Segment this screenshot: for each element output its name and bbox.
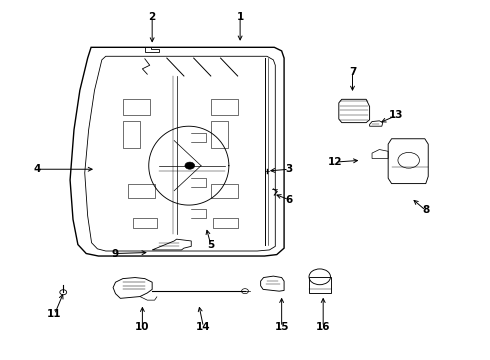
- Text: 5: 5: [207, 239, 215, 249]
- Bar: [211, 99, 238, 116]
- Text: 10: 10: [135, 322, 149, 332]
- Text: 8: 8: [422, 206, 429, 216]
- Bar: [123, 121, 140, 148]
- Bar: [123, 99, 150, 116]
- Text: 11: 11: [47, 310, 62, 319]
- Text: 3: 3: [285, 164, 293, 174]
- Bar: [211, 121, 228, 148]
- Circle shape: [185, 162, 195, 169]
- Bar: [128, 184, 155, 198]
- Text: 6: 6: [285, 195, 293, 205]
- Bar: [211, 184, 238, 198]
- Text: 12: 12: [328, 157, 343, 167]
- Text: 14: 14: [196, 322, 211, 332]
- Text: 16: 16: [316, 322, 330, 332]
- Text: 4: 4: [34, 164, 41, 174]
- Bar: [133, 218, 157, 228]
- Text: 9: 9: [112, 248, 119, 258]
- Text: 7: 7: [349, 67, 356, 77]
- Text: 2: 2: [148, 12, 156, 22]
- Text: 15: 15: [274, 322, 289, 332]
- Text: 13: 13: [389, 111, 404, 121]
- Text: 1: 1: [237, 12, 244, 22]
- Bar: [213, 218, 238, 228]
- Bar: [309, 277, 331, 293]
